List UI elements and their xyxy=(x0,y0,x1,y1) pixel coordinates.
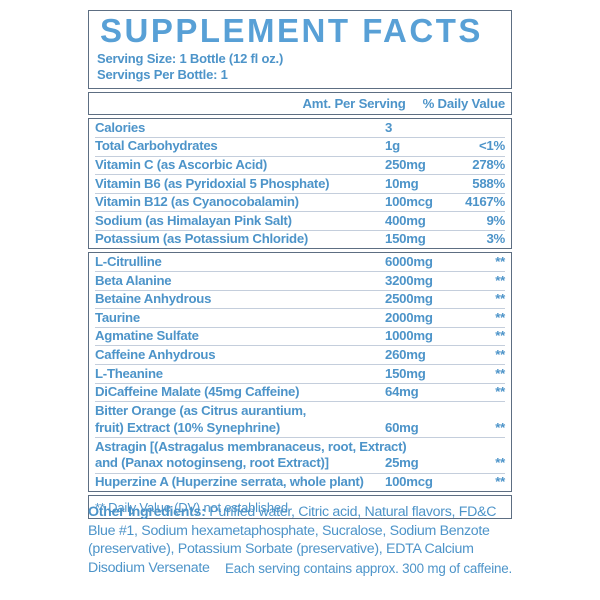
row-amount: 260mg xyxy=(385,346,426,362)
table-row: Sodium (as Himalayan Pink Salt) 400mg 9% xyxy=(95,211,505,230)
row-amount: 2000mg xyxy=(385,309,433,325)
row-amount: 3200mg xyxy=(385,272,433,288)
row-name: Vitamin C (as Ascorbic Acid) xyxy=(95,157,268,172)
servings-per-bottle: Servings Per Bottle: 1 xyxy=(97,67,228,83)
table-row: L-Citrulline 6000mg ** xyxy=(95,253,505,271)
supplement-facts-panel: SUPPLEMENT FACTS Serving Size: 1 Bottle … xyxy=(88,10,512,522)
table-row: Bitter Orange (as Citrus aurantium, fruit… xyxy=(95,401,505,437)
row-daily-value: ** xyxy=(495,309,505,325)
row-amount: 400mg xyxy=(385,212,426,228)
serving-size: Serving Size: 1 Bottle (12 fl oz.) xyxy=(97,51,284,67)
daily-value-footnote: ** Daily Value (DV) not established xyxy=(95,499,288,515)
row-daily-value: ** xyxy=(495,253,505,269)
caffeine-note: Each serving contains approx. 300 mg of … xyxy=(225,561,512,576)
row-daily-value: 3% xyxy=(486,231,505,247)
row-daily-value: ** xyxy=(495,365,505,381)
row-amount: 25mg xyxy=(385,455,419,471)
table-row: Total Carbohydrates 1g <1% xyxy=(95,136,505,156)
row-daily-value: ** xyxy=(495,419,505,435)
table-row: L-Theanine 150mg ** xyxy=(95,364,505,383)
row-name: Beta Alanine xyxy=(95,272,172,288)
row-daily-value: ** xyxy=(495,291,505,307)
table-row: Vitamin B6 (as Pyridoxial 5 Phosphate) 10… xyxy=(95,174,505,193)
column-header-daily-value: % Daily Value xyxy=(422,96,506,112)
table-row: Astragin [(Astragalus membranaceus, root… xyxy=(95,437,505,473)
table-row: Betaine Anhydrous 2500mg ** xyxy=(95,289,505,309)
row-amount: 250mg xyxy=(385,157,426,172)
row-name: Huperzine A (Huperzine serrata, whole pl… xyxy=(95,474,364,490)
row-name: Caffeine Anhydrous xyxy=(95,346,216,362)
table-row: Agmatine Sulfate 1000mg ** xyxy=(95,326,505,346)
row-amount: 100mcg xyxy=(385,194,433,210)
row-amount: 150mg xyxy=(385,365,426,381)
row-name-line2: and (Panax notoginseng, root Extract)] xyxy=(95,455,329,471)
table-row: Vitamin C (as Ascorbic Acid) 250mg 278% xyxy=(95,155,505,175)
row-daily-value: 278% xyxy=(472,157,505,172)
other-ingredients-label: Other Ingredients: xyxy=(88,504,206,520)
panel-title: SUPPLEMENT FACTS xyxy=(100,12,483,49)
column-header-amount: Amt. Per Serving xyxy=(302,96,406,112)
row-amount: 6000mg xyxy=(385,253,433,269)
row-name: Taurine xyxy=(95,309,140,325)
table-row: Potassium (as Potassium Chloride) 150mg 3% xyxy=(95,229,505,249)
row-amount: 2500mg xyxy=(385,291,433,307)
row-name: L-Theanine xyxy=(95,365,163,381)
row-daily-value: 4167% xyxy=(465,194,505,210)
row-name-line1: Astragin [(Astragalus membranaceus, root… xyxy=(95,439,407,455)
row-name: Betaine Anhydrous xyxy=(95,291,212,307)
table-row: Huperzine A (Huperzine serrata, whole pl… xyxy=(95,472,505,492)
row-amount: 64mg xyxy=(385,384,419,400)
row-amount: 1g xyxy=(385,138,400,154)
table-row: Taurine 2000mg ** xyxy=(95,308,505,327)
table-row: Vitamin B12 (as Cyanocobalamin) 100mcg 416… xyxy=(95,192,505,212)
nutrients-section: Calories 3 Total Carbohydrates 1g <1% Vitamin… xyxy=(88,118,512,250)
row-daily-value: ** xyxy=(495,272,505,288)
table-row: Caffeine Anhydrous 260mg ** xyxy=(95,345,505,364)
table-row: DiCaffeine Malate (45mg Caffeine) 64mg ** xyxy=(95,382,505,402)
row-name: Sodium (as Himalayan Pink Salt) xyxy=(95,212,292,228)
footnote-box: ** Daily Value (DV) not established xyxy=(88,495,512,520)
table-row: Beta Alanine 3200mg ** xyxy=(95,271,505,290)
row-daily-value: ** xyxy=(495,474,505,490)
row-name: L-Citrulline xyxy=(95,253,162,269)
row-name: Potassium (as Potassium Chloride) xyxy=(95,231,309,247)
row-name: Total Carbohydrates xyxy=(95,138,218,154)
row-name-line1: Bitter Orange (as Citrus aurantium, xyxy=(95,403,307,419)
row-name: Vitamin B12 (as Cyanocobalamin) xyxy=(95,194,299,210)
ingredients-section: L-Citrulline 6000mg ** Beta Alanine 3200mg **… xyxy=(88,252,512,493)
row-amount: 1000mg xyxy=(385,328,433,344)
row-daily-value: ** xyxy=(495,346,505,362)
row-amount: 60mg xyxy=(385,419,419,435)
other-ingredients-text: Purified water, Citric acid, Natural fla… xyxy=(88,504,497,576)
row-amount: 3 xyxy=(385,119,393,135)
row-daily-value: 9% xyxy=(486,212,505,228)
row-name: Agmatine Sulfate xyxy=(95,328,199,344)
row-name: Vitamin B6 (as Pyridoxial 5 Phosphate) xyxy=(95,175,330,191)
row-name-line2: fruit) Extract (10% Synephrine) xyxy=(95,419,280,435)
row-daily-value: ** xyxy=(495,384,505,400)
column-header-box: Amt. Per Serving % Daily Value xyxy=(88,92,512,116)
row-daily-value: ** xyxy=(495,328,505,344)
row-daily-value: ** xyxy=(495,455,505,471)
row-name: Calories xyxy=(95,119,146,135)
other-ingredients: Other Ingredients: Purified water, Citri… xyxy=(88,503,512,577)
title-box: SUPPLEMENT FACTS Serving Size: 1 Bottle … xyxy=(88,10,512,90)
row-daily-value: 588% xyxy=(472,175,505,191)
row-daily-value: <1% xyxy=(478,138,505,154)
row-amount: 100mcg xyxy=(385,474,433,490)
row-amount: 150mg xyxy=(385,231,426,247)
table-row: Calories 3 xyxy=(95,119,505,137)
row-name: DiCaffeine Malate (45mg Caffeine) xyxy=(95,384,300,400)
row-amount: 10mg xyxy=(385,175,419,191)
